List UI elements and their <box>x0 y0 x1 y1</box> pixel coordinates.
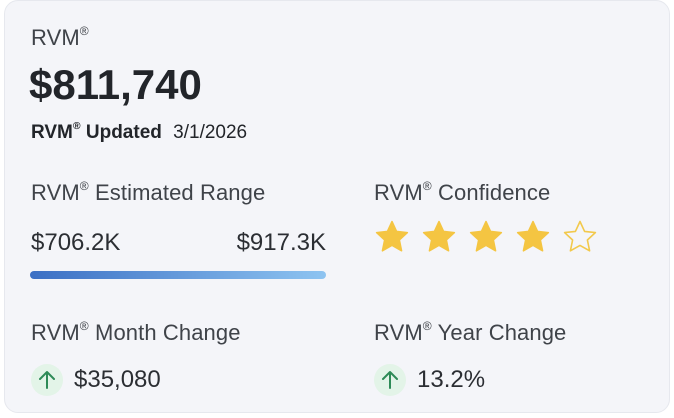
year-change-label: RVM® Year Change <box>374 318 567 345</box>
estimated-range-bar <box>30 271 326 279</box>
month-change-value: $35,080 <box>74 366 161 393</box>
rvm-updated-line: RVM® Updated 3/1/2026 <box>31 121 248 143</box>
arrow-up-icon <box>374 364 406 396</box>
star-empty-icon <box>563 220 597 252</box>
confidence-label: RVM® Confidence <box>374 178 551 205</box>
star-filled-icon <box>375 220 409 252</box>
year-change-row: 13.2% <box>374 364 485 396</box>
range-low-value: $706.2K <box>31 229 121 256</box>
year-change-value: 13.2% <box>417 366 486 393</box>
confidence-stars <box>374 219 609 255</box>
range-high-value: $917.3K <box>236 229 326 256</box>
arrow-up-icon <box>31 364 63 396</box>
estimated-range-label: RVM® Estimated Range <box>31 178 266 205</box>
star-filled-icon <box>422 220 456 252</box>
month-change-row: $35,080 <box>31 364 161 396</box>
star-filled-icon <box>516 220 550 252</box>
rvm-updated-date: 3/1/2026 <box>173 122 248 143</box>
rvm-value: $811,740 <box>29 61 202 108</box>
rvm-card: RVM® $811,740 RVM® Updated 3/1/2026 RVM®… <box>4 0 670 413</box>
rvm-title: RVM® <box>31 23 89 50</box>
star-filled-icon <box>469 220 503 252</box>
month-change-label: RVM® Month Change <box>31 318 241 345</box>
